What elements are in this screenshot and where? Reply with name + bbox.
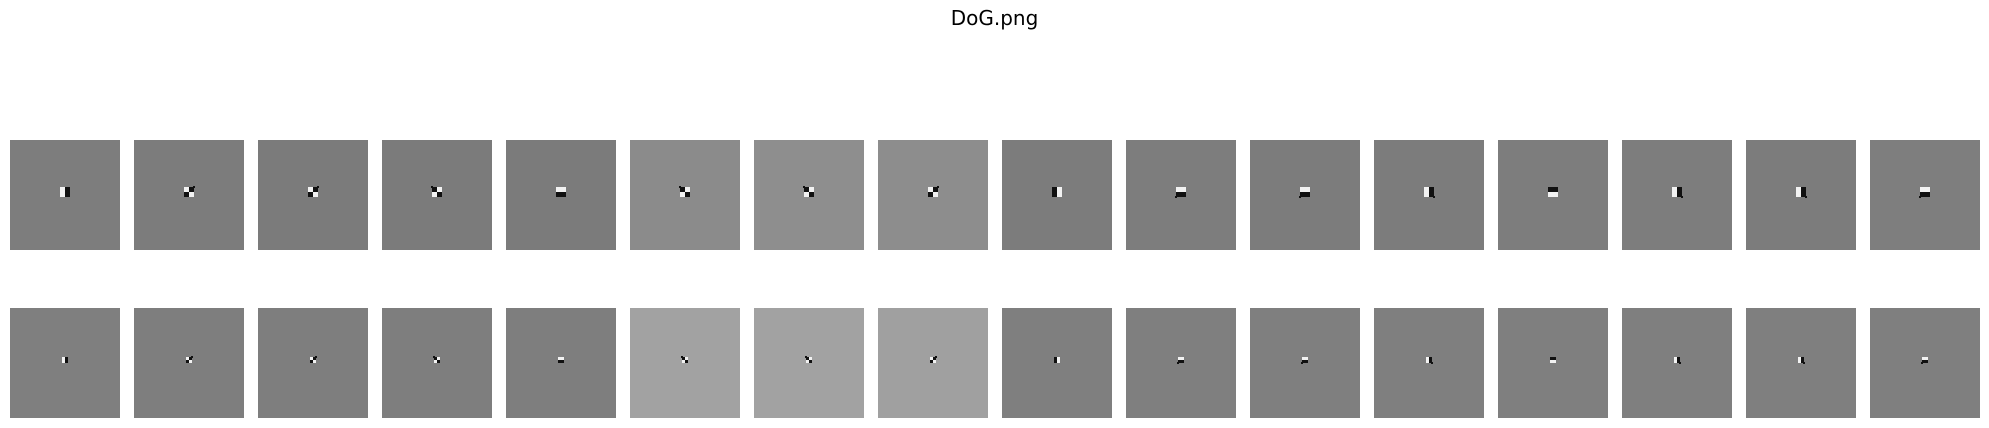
filter-tile [1126,140,1236,250]
filter-image [1870,308,1980,418]
filter-image [878,140,988,250]
filter-tile [1498,140,1608,250]
filter-image [630,140,740,250]
filter-image [1002,308,1112,418]
filter-image [134,140,244,250]
filter-tile [630,308,740,418]
filter-image [878,308,988,418]
filter-image [1374,308,1484,418]
filter-image [1126,308,1236,418]
filter-image [10,308,120,418]
filter-image [1498,308,1608,418]
filter-tile [1870,140,1980,250]
filter-tile [1746,140,1856,250]
filter-tile [506,140,616,250]
filter-tile [1622,308,1732,418]
filter-image [1746,140,1856,250]
filter-tile [506,308,616,418]
filter-grid [10,140,1980,418]
filter-image [1498,140,1608,250]
filter-row-2 [10,308,1980,418]
filter-image [258,140,368,250]
filter-image [382,308,492,418]
filter-tile [134,308,244,418]
filter-tile [1622,140,1732,250]
filter-image [10,140,120,250]
figure-title: DoG.png [950,6,1039,30]
filter-tile [1002,308,1112,418]
filter-image [1622,308,1732,418]
filter-image [1250,140,1360,250]
filter-tile [10,140,120,250]
filter-tile [382,140,492,250]
filter-tile [1250,308,1360,418]
filter-tile [878,308,988,418]
filter-row-1 [10,140,1980,250]
filter-image [1002,140,1112,250]
filter-image [754,140,864,250]
filter-image [1250,308,1360,418]
filter-tile [1250,140,1360,250]
filter-image [630,308,740,418]
filter-image [258,308,368,418]
filter-image [506,140,616,250]
filter-tile [258,308,368,418]
filter-image [1374,140,1484,250]
filter-tile [258,140,368,250]
filter-image [1746,308,1856,418]
filter-tile [630,140,740,250]
filter-tile [1126,308,1236,418]
filter-image [382,140,492,250]
filter-tile [1498,308,1608,418]
filter-image [1126,140,1236,250]
filter-image [506,308,616,418]
filter-tile [1374,308,1484,418]
filter-tile [754,308,864,418]
filter-image [754,308,864,418]
filter-tile [1870,308,1980,418]
filter-tile [134,140,244,250]
filter-tile [1374,140,1484,250]
filter-tile [878,140,988,250]
filter-tile [1746,308,1856,418]
filter-image [1870,140,1980,250]
filter-image [1622,140,1732,250]
filter-tile [754,140,864,250]
filter-image [134,308,244,418]
filter-tile [1002,140,1112,250]
filter-tile [382,308,492,418]
filter-tile [10,308,120,418]
